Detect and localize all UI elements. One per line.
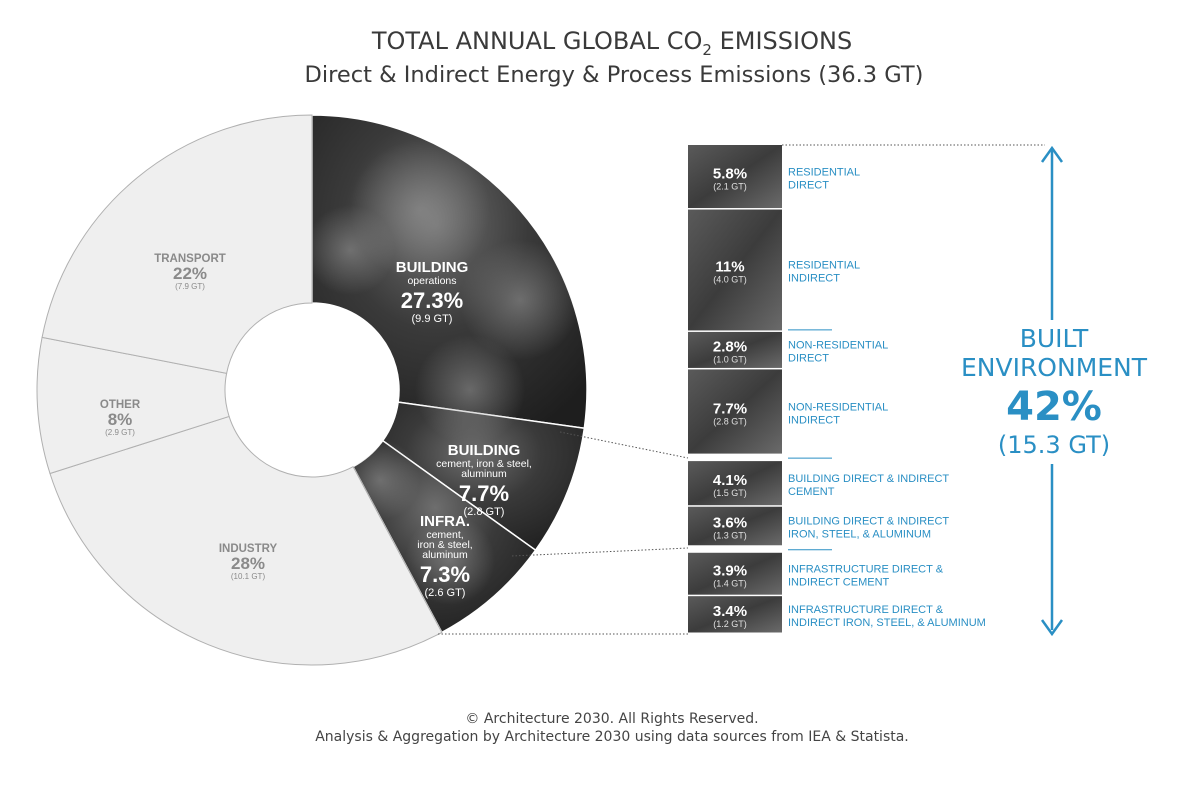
connector-line-top <box>559 431 689 459</box>
smoke-texture <box>415 335 525 445</box>
slice-value: (9.9 GT) <box>412 313 453 325</box>
breakdown-value: (1.0 GT) <box>713 355 747 365</box>
breakdown-label-line2: DIRECT <box>788 353 829 365</box>
slice-percent: 27.3% <box>401 288 463 313</box>
slice-value: (2.6 GT) <box>425 587 466 599</box>
breakdown-percent: 3.4% <box>713 603 747 620</box>
breakdown-label-line2: INDIRECT <box>788 273 840 285</box>
slice-percent: 8% <box>108 410 133 429</box>
breakdown-label-line1: BUILDING DIRECT & INDIRECT <box>788 516 949 528</box>
breakdown-bar <box>688 506 782 546</box>
breakdown-value: (1.4 GT) <box>713 578 747 588</box>
donut-slice-industry <box>49 415 443 666</box>
chart-title: TOTAL ANNUAL GLOBAL CO2 EMISSIONS <box>371 27 852 59</box>
smoke-texture <box>460 240 580 360</box>
source-text: Analysis & Aggregation by Architecture 2… <box>315 729 909 745</box>
breakdown-percent: 7.7% <box>713 400 747 417</box>
breakdown-percent: 3.9% <box>713 562 747 579</box>
slice-value: (2.9 GT) <box>105 428 135 437</box>
breakdown-percent: 2.8% <box>713 339 747 356</box>
slice-percent: 22% <box>173 264 207 283</box>
slice-name: INDUSTRY <box>219 543 278 555</box>
slice-name: BUILDING <box>448 442 521 459</box>
slice-name: TRANSPORT <box>154 253 226 265</box>
breakdown-value: (1.3 GT) <box>713 531 747 541</box>
breakdown-label-line2: INDIRECT CEMENT <box>788 576 890 588</box>
breakdown-bar <box>688 369 782 454</box>
breakdown-row-infra-iron: 3.4%(1.2 GT) INFRASTRUCTURE DIRECT &INDIR… <box>688 596 986 633</box>
slice-label-infrastructure: INFRA.cement, iron & steel, aluminum7.3%(2… <box>417 513 472 599</box>
connector-line-bottom <box>511 547 689 557</box>
breakdown-row-building-cement: 4.1%(1.5 GT) BUILDING DIRECT & INDIRECTCE… <box>688 461 949 506</box>
donut-slice-transport <box>41 114 313 374</box>
breakdown-bar <box>688 596 782 633</box>
breakdown-percent: 11% <box>715 259 744 276</box>
breakdown-label-line2: INDIRECT <box>788 414 840 426</box>
built-environment-line2: ENVIRONMENT <box>961 353 1148 382</box>
smoke-texture <box>405 515 495 605</box>
breakdown-label-line1: NON-RESIDENTIAL <box>788 401 888 413</box>
donut-chart <box>36 114 588 666</box>
breakdown-label-line2: INDIRECT IRON, STEEL, & ALUMINUM <box>788 617 986 629</box>
breakdown-label-line2: DIRECT <box>788 179 829 191</box>
built-environment-line1: BUILT <box>1020 324 1089 353</box>
breakdown-label-line1: INFRASTRUCTURE DIRECT & <box>788 604 944 616</box>
breakdown-bar <box>688 552 782 595</box>
breakdown-value: (2.1 GT) <box>713 181 747 191</box>
slice-percent: 7.3% <box>420 562 470 587</box>
breakdown-label-line2: IRON, STEEL, & ALUMINUM <box>788 529 931 541</box>
breakdown-percent: 5.8% <box>713 165 747 182</box>
breakdown-label-line1: INFRASTRUCTURE DIRECT & <box>788 563 944 575</box>
breakdown-percent: 4.1% <box>713 472 747 489</box>
slice-percent: 28% <box>231 554 265 573</box>
chart-subtitle: Direct & Indirect Energy & Process Emiss… <box>305 62 924 88</box>
slice-percent: 7.7% <box>459 481 509 506</box>
breakdown-label-line1: RESIDENTIAL <box>788 260 860 272</box>
breakdown-bar <box>688 209 782 331</box>
slice-value: (2.8 GT) <box>464 506 505 518</box>
slice-value: (10.1 GT) <box>231 572 266 581</box>
breakdown-label-line1: NON-RESIDENTIAL <box>788 340 888 352</box>
double-arrow-icon <box>1040 145 1064 637</box>
breakdown-label-line1: BUILDING DIRECT & INDIRECT <box>788 473 949 485</box>
breakdown-row-infra-cement: 3.9%(1.4 GT) INFRASTRUCTURE DIRECT &INDIR… <box>688 552 944 595</box>
smoke-texture <box>312 205 395 295</box>
breakdown-bar <box>688 461 782 506</box>
slice-sublabel: cement, iron & steel, aluminum <box>417 529 472 561</box>
slice-name: BUILDING <box>396 259 469 276</box>
breakdown-bar <box>688 145 782 209</box>
slice-value: (7.9 GT) <box>175 282 205 291</box>
breakdown-value: (4.0 GT) <box>713 275 747 285</box>
breakdown-label-line1: RESIDENTIAL <box>788 166 860 178</box>
slice-name: INFRA. <box>420 513 470 530</box>
breakdown-value: (1.5 GT) <box>713 488 747 498</box>
breakdown-row-building-iron: 3.6%(1.3 GT) BUILDING DIRECT & INDIRECTIR… <box>688 506 949 546</box>
breakdown-label-line2: CEMENT <box>788 486 835 498</box>
slice-name: OTHER <box>100 399 141 411</box>
slice-sublabel: cement, iron & steel, aluminum <box>436 458 532 480</box>
built-environment-value: (15.3 GT) <box>998 431 1110 459</box>
breakdown-value: (1.2 GT) <box>713 619 747 629</box>
breakdown-value: (2.8 GT) <box>713 416 747 426</box>
slice-sublabel: operations <box>407 275 456 287</box>
breakdown-bar <box>688 331 782 368</box>
built-environment-percent: 42% <box>1006 384 1102 430</box>
copyright-text: © Architecture 2030. All Rights Reserved… <box>465 711 758 727</box>
breakdown-percent: 3.6% <box>713 515 747 532</box>
